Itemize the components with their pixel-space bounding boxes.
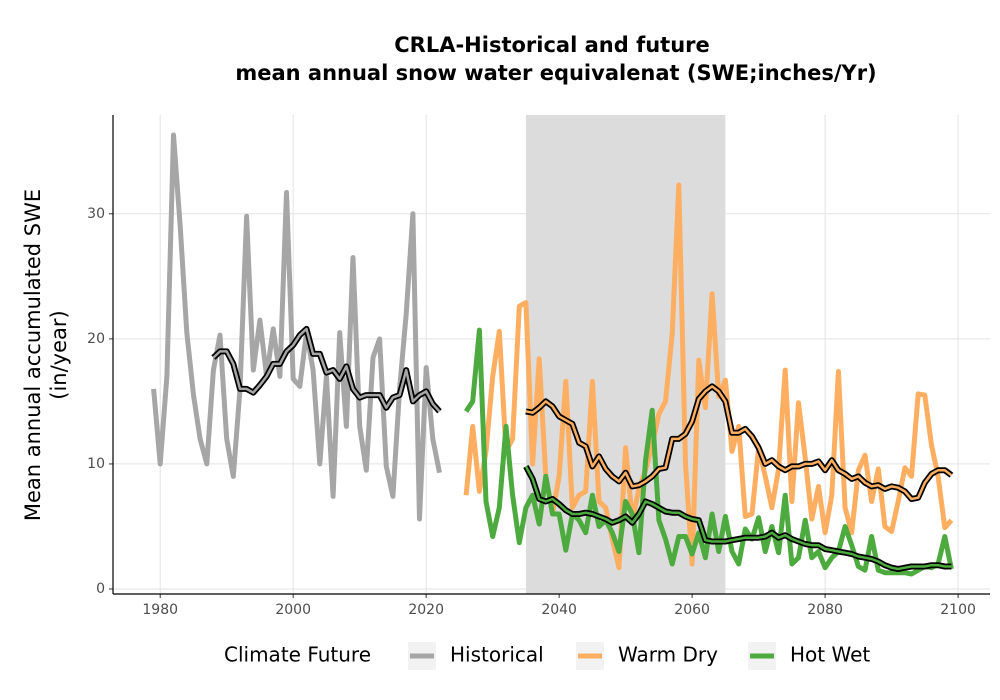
- plot-area: [113, 115, 990, 594]
- y-tick-label: 20: [87, 331, 105, 347]
- x-tick-label: 2100: [940, 602, 976, 618]
- y-tick-label: 0: [96, 581, 105, 597]
- chart-title: mean annual snow water equivalenat (SWE;…: [235, 61, 876, 85]
- y-tick-label: 30: [87, 206, 105, 222]
- trend-line: [212, 327, 441, 413]
- x-tick-label: 2080: [807, 602, 843, 618]
- chart-title: CRLA-Historical and future: [394, 33, 710, 57]
- data-line: [151, 132, 442, 522]
- x-tick-label: 2000: [275, 602, 311, 618]
- y-axis-title: Mean annual accumulated SWE: [21, 189, 45, 521]
- data-line: [464, 327, 954, 577]
- legend-title: Climate Future: [224, 643, 371, 667]
- trend-line: [525, 385, 953, 501]
- trend-line: [524, 465, 952, 571]
- x-tick-label: 2060: [674, 602, 710, 618]
- legend-label: Historical: [450, 643, 544, 667]
- legend-label: Warm Dry: [618, 643, 718, 667]
- y-tick-label: 10: [87, 456, 105, 472]
- x-tick-label: 2040: [541, 602, 577, 618]
- x-tick-label: 2020: [408, 602, 444, 618]
- y-axis-title: (in/year): [47, 310, 71, 399]
- legend-label: Hot Wet: [790, 643, 870, 667]
- x-tick-label: 1980: [142, 602, 178, 618]
